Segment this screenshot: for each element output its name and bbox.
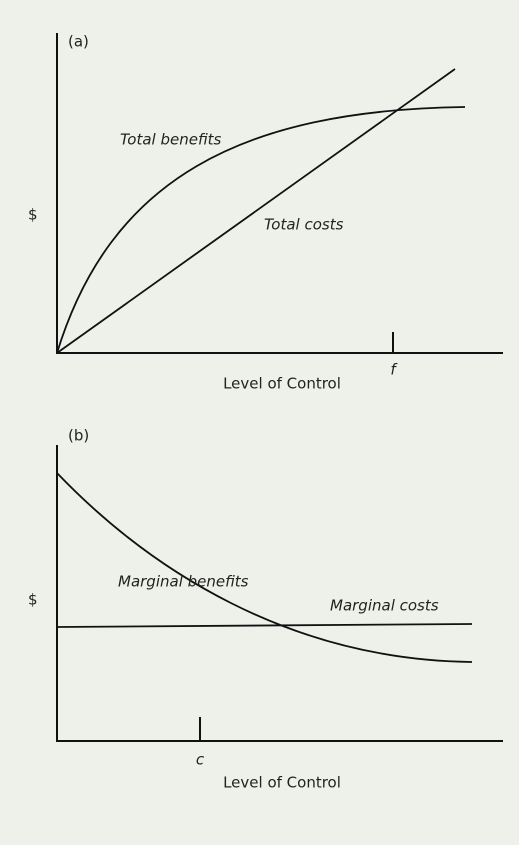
tick-label: f — [390, 361, 398, 379]
panel-label: (b) — [68, 427, 89, 445]
tick-label: c — [196, 751, 205, 769]
marginal-costs-line — [56, 623, 473, 628]
y-label: $ — [28, 206, 38, 224]
y-label: $ — [28, 591, 38, 609]
curve-label: Total costs — [264, 216, 344, 234]
total-costs-line — [56, 68, 456, 354]
curve-label: Marginal benefits — [118, 573, 249, 591]
panel-label: (a) — [68, 33, 89, 51]
x-label: Level of Control — [223, 375, 341, 393]
panel-b: (b) $ Marginal benefits Marginal costs c… — [28, 427, 503, 792]
panel-a: (a) $ Total benefits Total costs f Level… — [28, 33, 503, 393]
curve-label: Total benefits — [120, 131, 222, 149]
x-label: Level of Control — [223, 774, 341, 792]
axes — [56, 445, 503, 742]
curve-label: Marginal costs — [330, 597, 439, 615]
total-benefits-curve — [56, 106, 466, 354]
marginal-benefits-curve — [56, 472, 473, 663]
